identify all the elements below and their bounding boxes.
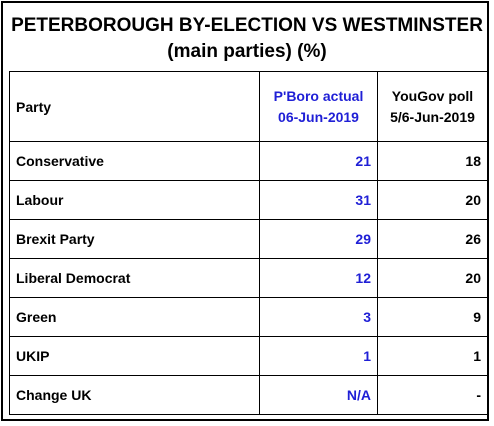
actual-value: N/A [259,375,378,415]
actual-value: 12 [259,258,378,298]
results-table: Party P'Boro actual 06-Jun-2019 YouGov p… [9,71,488,415]
header-actual-line-2: 06-Jun-2019 [278,108,359,125]
party-name: UKIP [9,336,260,376]
poll-value: - [377,375,488,415]
header-actual: P'Boro actual 06-Jun-2019 [259,71,378,142]
header-party: Party [9,71,260,142]
poll-value: 18 [377,141,488,181]
table-row: Brexit Party 29 26 [9,219,488,259]
party-name: Liberal Democrat [9,258,260,298]
table-frame: PETERBOROUGH BY-ELECTION VS WESTMINSTER … [1,1,489,421]
poll-value: 9 [377,297,488,337]
header-poll-line-1: YouGov poll [391,87,474,104]
header-actual-line-1: P'Boro actual [273,87,364,104]
poll-value: 20 [377,258,488,298]
poll-value: 1 [377,336,488,376]
actual-value: 21 [259,141,378,181]
header-row: Party P'Boro actual 06-Jun-2019 YouGov p… [9,71,488,142]
party-name: Labour [9,180,260,220]
table-row: Liberal Democrat 12 20 [9,258,488,298]
header-poll-line-2: 5/6-Jun-2019 [390,108,475,125]
table-title: PETERBOROUGH BY-ELECTION VS WESTMINSTER … [3,13,491,65]
table-row: Conservative 21 18 [9,141,488,181]
actual-value: 29 [259,219,378,259]
actual-value: 1 [259,336,378,376]
table-row: UKIP 1 1 [9,336,488,376]
table-row: Green 3 9 [9,297,488,337]
table-row: Labour 31 20 [9,180,488,220]
header-poll: YouGov poll 5/6-Jun-2019 [377,71,488,142]
poll-value: 26 [377,219,488,259]
title-line-2: (main parties) (%) [167,41,327,62]
table-row: Change UK N/A - [9,375,488,415]
title-line-1: PETERBOROUGH BY-ELECTION VS WESTMINSTER [11,15,483,36]
party-name: Brexit Party [9,219,260,259]
actual-value: 3 [259,297,378,337]
party-name: Conservative [9,141,260,181]
poll-value: 20 [377,180,488,220]
actual-value: 31 [259,180,378,220]
results-table-wrapper: Party P'Boro actual 06-Jun-2019 YouGov p… [9,71,488,415]
party-name: Change UK [9,375,260,415]
party-name: Green [9,297,260,337]
